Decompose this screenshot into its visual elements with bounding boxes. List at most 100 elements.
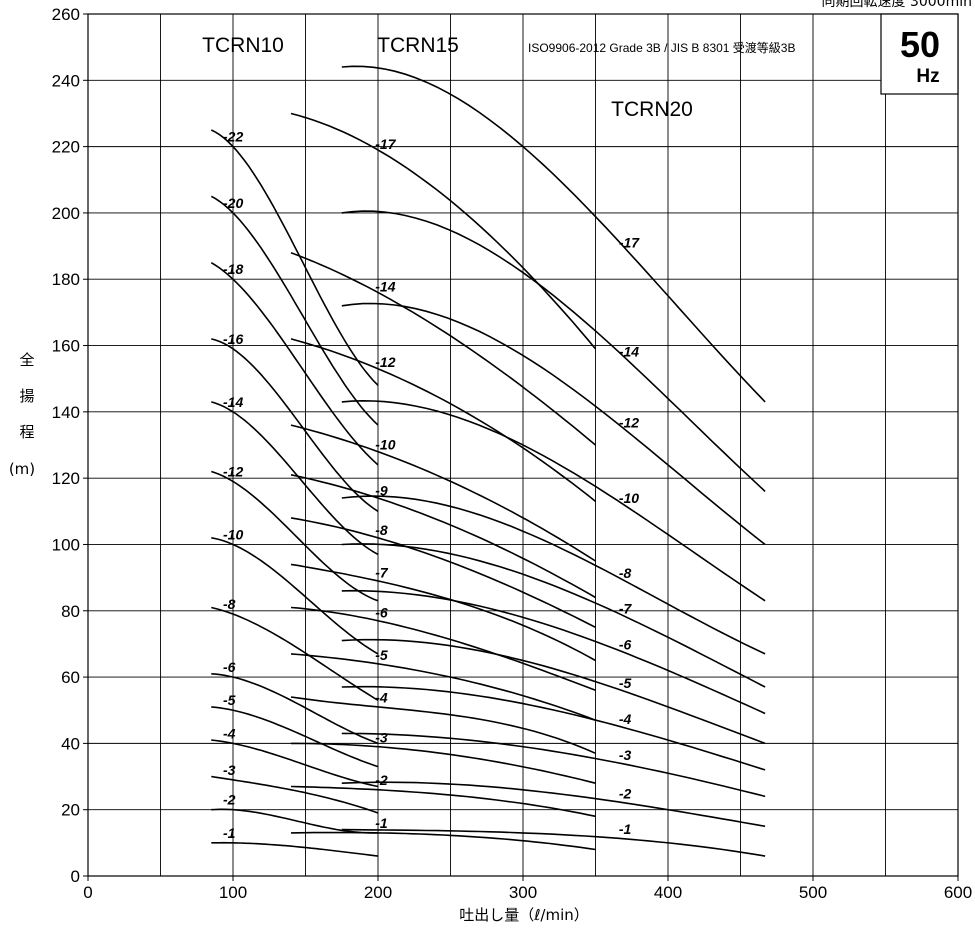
frequency-badge	[880, 13, 959, 95]
y-tick-label: 220	[52, 138, 80, 157]
curve-tcrn10-stage-20	[210, 195, 379, 426]
curve-tcrn20-stage-17	[341, 65, 766, 403]
curve-label-tcrn15-stage-8: -8	[375, 522, 388, 538]
curve-label-tcrn20-stage-2: -2	[619, 786, 632, 802]
y-tick-label: 100	[52, 535, 80, 554]
group-label-tcrn15: TCRN15	[377, 34, 459, 57]
y-tick-label: 200	[52, 204, 80, 223]
curve-tcrn10-stage-3	[211, 775, 379, 814]
y-tick-label: 180	[52, 270, 80, 289]
y-axis-label-char-3: 程	[19, 423, 34, 441]
curve-label-tcrn10-stage-16: -16	[223, 331, 243, 347]
speed-note: 同期回転速度 3000min	[822, 0, 972, 10]
curve-tcrn15-stage-8	[290, 517, 596, 629]
curve-tcrn10-stage-2	[211, 808, 379, 834]
x-tick-label: 0	[83, 883, 92, 902]
curve-tcrn15-stage-6	[290, 606, 596, 692]
curve-tcrn15-stage-5	[290, 653, 596, 721]
x-tick-label: 500	[799, 883, 827, 902]
curve-label-tcrn20-stage-17: -17	[619, 234, 640, 250]
ticks: 0 100 200 300 400 500 600 0 20 40 60 80 100 120 140 160…	[52, 5, 973, 902]
x-tick-label: 300	[509, 883, 537, 902]
y-tick-label: 40	[61, 734, 80, 753]
y-tick-label: 240	[52, 71, 80, 90]
curve-tcrn20-stage-5	[341, 638, 766, 745]
curve-label-tcrn10-stage-20: -20	[223, 195, 243, 211]
curve-tcrn15-stage-3	[291, 742, 596, 784]
group-label-tcrn10: TCRN10	[202, 34, 284, 57]
curve-label-tcrn15-stage-1: -1	[375, 815, 388, 831]
curve-tcrn15-stage-14	[290, 251, 597, 446]
curve-label-tcrn15-stage-3: -3	[375, 729, 388, 745]
curve-tcrn10-stage-10	[211, 537, 379, 655]
x-axis-label: 吐出し量（ℓ/min）	[459, 906, 589, 924]
curve-label-tcrn10-stage-5: -5	[223, 692, 236, 708]
curve-label-tcrn10-stage-12: -12	[223, 463, 243, 479]
curve-tcrn20-stage-8	[341, 495, 766, 655]
curve-tcrn10-stage-4	[211, 739, 379, 788]
curve-tcrn10-stage-1	[211, 841, 379, 857]
curve-label-tcrn10-stage-22: -22	[223, 129, 243, 145]
y-tick-label: 260	[52, 5, 80, 24]
curve-label-tcrn15-stage-4: -4	[375, 690, 388, 706]
curve-tcrn20-stage-1	[341, 828, 766, 857]
y-tick-label: 20	[61, 801, 80, 820]
curve-tcrn20-stage-10	[341, 399, 766, 602]
curve-tcrn15-stage-17	[290, 112, 597, 350]
curve-label-tcrn20-stage-8: -8	[619, 565, 632, 581]
curve-tcrn20-stage-6	[341, 589, 766, 715]
y-axis-label-char-2: 揚	[19, 387, 34, 405]
curve-tcrn10-stage-6	[211, 673, 379, 745]
curve-tcrn20-stage-4	[341, 685, 766, 771]
curve-tcrn10-stage-5	[211, 706, 379, 768]
badge-frequency: 50	[900, 24, 940, 65]
curve-label-tcrn20-stage-12: -12	[619, 415, 639, 431]
curve-tcrn10-stage-22	[210, 129, 379, 386]
curve-label-tcrn15-stage-6: -6	[375, 604, 388, 620]
curve-label-tcrn10-stage-18: -18	[223, 261, 243, 277]
curve-label-tcrn20-stage-6: -6	[619, 636, 632, 652]
curve-label-tcrn10-stage-3: -3	[223, 762, 236, 778]
curve-tcrn15-stage-7	[290, 563, 596, 662]
curve-label-tcrn10-stage-4: -4	[223, 725, 236, 741]
curve-label-tcrn15-stage-17: -17	[375, 136, 396, 152]
curve-tcrn10-stage-12	[211, 470, 379, 602]
badge-unit: Hz	[916, 66, 939, 87]
x-tick-label: 400	[654, 883, 682, 902]
x-tick-label: 600	[944, 883, 972, 902]
curve-tcrn20-stage-2	[341, 781, 766, 828]
curve-label-tcrn10-stage-2: -2	[223, 792, 236, 808]
y-tick-label: 0	[71, 867, 80, 886]
curve-tcrn20-stage-14	[341, 210, 766, 492]
curve-label-tcrn15-stage-9: -9	[375, 482, 388, 498]
y-tick-label: 140	[52, 403, 80, 422]
curve-tcrn10-stage-8	[211, 606, 379, 701]
curve-label-tcrn15-stage-2: -2	[375, 772, 388, 788]
curve-tcrn15-stage-10	[290, 424, 596, 562]
curve-tcrn10-stage-16	[211, 338, 379, 512]
curve-tcrn15-stage-2	[290, 785, 596, 818]
y-tick-label: 160	[52, 337, 80, 356]
curve-tcrn15-stage-9	[290, 474, 596, 599]
curve-label-tcrn20-stage-3: -3	[619, 747, 632, 763]
group-label-tcrn20: TCRN20	[611, 98, 693, 121]
curve-label-tcrn10-stage-1: -1	[223, 825, 236, 841]
curve-tcrn10-stage-14	[211, 401, 379, 556]
y-axis-label-unit: (m)	[9, 460, 35, 478]
y-tick-label: 80	[61, 602, 80, 621]
curves: -22 -20 -18 -16 -14 -12 -10 -8 -6 -5 -4 -3 -2 -1 -17 -1…	[210, 65, 766, 857]
curve-label-tcrn20-stage-10: -10	[619, 490, 639, 506]
curve-label-tcrn10-stage-14: -14	[223, 394, 243, 410]
curve-tcrn15-stage-1	[290, 831, 596, 851]
y-axis-label-char-1: 全	[19, 351, 34, 369]
curve-tcrn10-stage-18	[210, 262, 379, 466]
curve-label-tcrn10-stage-6: -6	[223, 659, 236, 675]
x-tick-label: 200	[364, 883, 392, 902]
curve-label-tcrn15-stage-7: -7	[375, 565, 389, 581]
curve-label-tcrn15-stage-10: -10	[375, 436, 395, 452]
curve-tcrn15-stage-4	[290, 696, 596, 755]
curve-tcrn20-stage-12	[341, 302, 766, 546]
curve-tcrn20-stage-3	[341, 732, 766, 798]
y-tick-label: 60	[61, 668, 80, 687]
